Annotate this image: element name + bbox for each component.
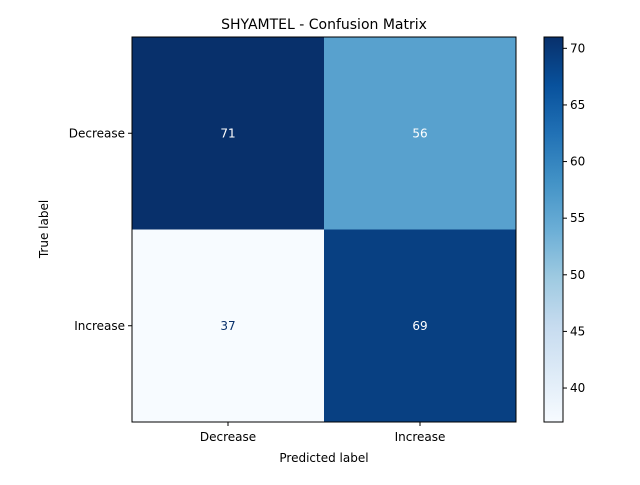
heatmap-cells — [132, 37, 516, 422]
y-axis-label: True label — [37, 200, 51, 259]
colorbar — [543, 36, 564, 423]
heatmap-cell-labels: 71 56 37 69 — [220, 126, 427, 333]
x-tick-label: Decrease — [200, 430, 256, 444]
cell-value-label: 56 — [412, 126, 427, 140]
colorbar-tick-label: 70 — [570, 41, 585, 55]
colorbar-tick-label: 45 — [570, 324, 585, 338]
colorbar-tick-label: 55 — [570, 211, 585, 225]
colorbar-ticks: 40 45 50 55 60 65 70 — [563, 41, 585, 395]
x-tick-label: Increase — [395, 430, 446, 444]
heatmap-cell-0-1 — [324, 37, 516, 230]
plot-frame — [131, 36, 517, 423]
cell-value-label: 71 — [220, 126, 235, 140]
colorbar-tick-label: 40 — [570, 381, 585, 395]
colorbar-tick-label: 50 — [570, 268, 585, 282]
cell-value-label: 69 — [412, 319, 427, 333]
y-tick-label: Increase — [74, 319, 125, 333]
chart-title: SHYAMTEL - Confusion Matrix — [221, 17, 427, 33]
y-axis-ticks: Decrease Increase — [69, 126, 132, 333]
x-axis-label: Predicted label — [279, 451, 368, 465]
x-axis-ticks: Decrease Increase — [200, 422, 446, 444]
heatmap-cell-0-0 — [132, 37, 324, 230]
heatmap-cell-1-1 — [324, 229, 516, 422]
colorbar-tick-label: 65 — [570, 98, 585, 112]
y-tick-label: Decrease — [69, 126, 125, 140]
heatmap-cell-1-0 — [132, 229, 324, 422]
colorbar-tick-label: 60 — [570, 155, 585, 169]
cell-value-label: 37 — [220, 319, 235, 333]
